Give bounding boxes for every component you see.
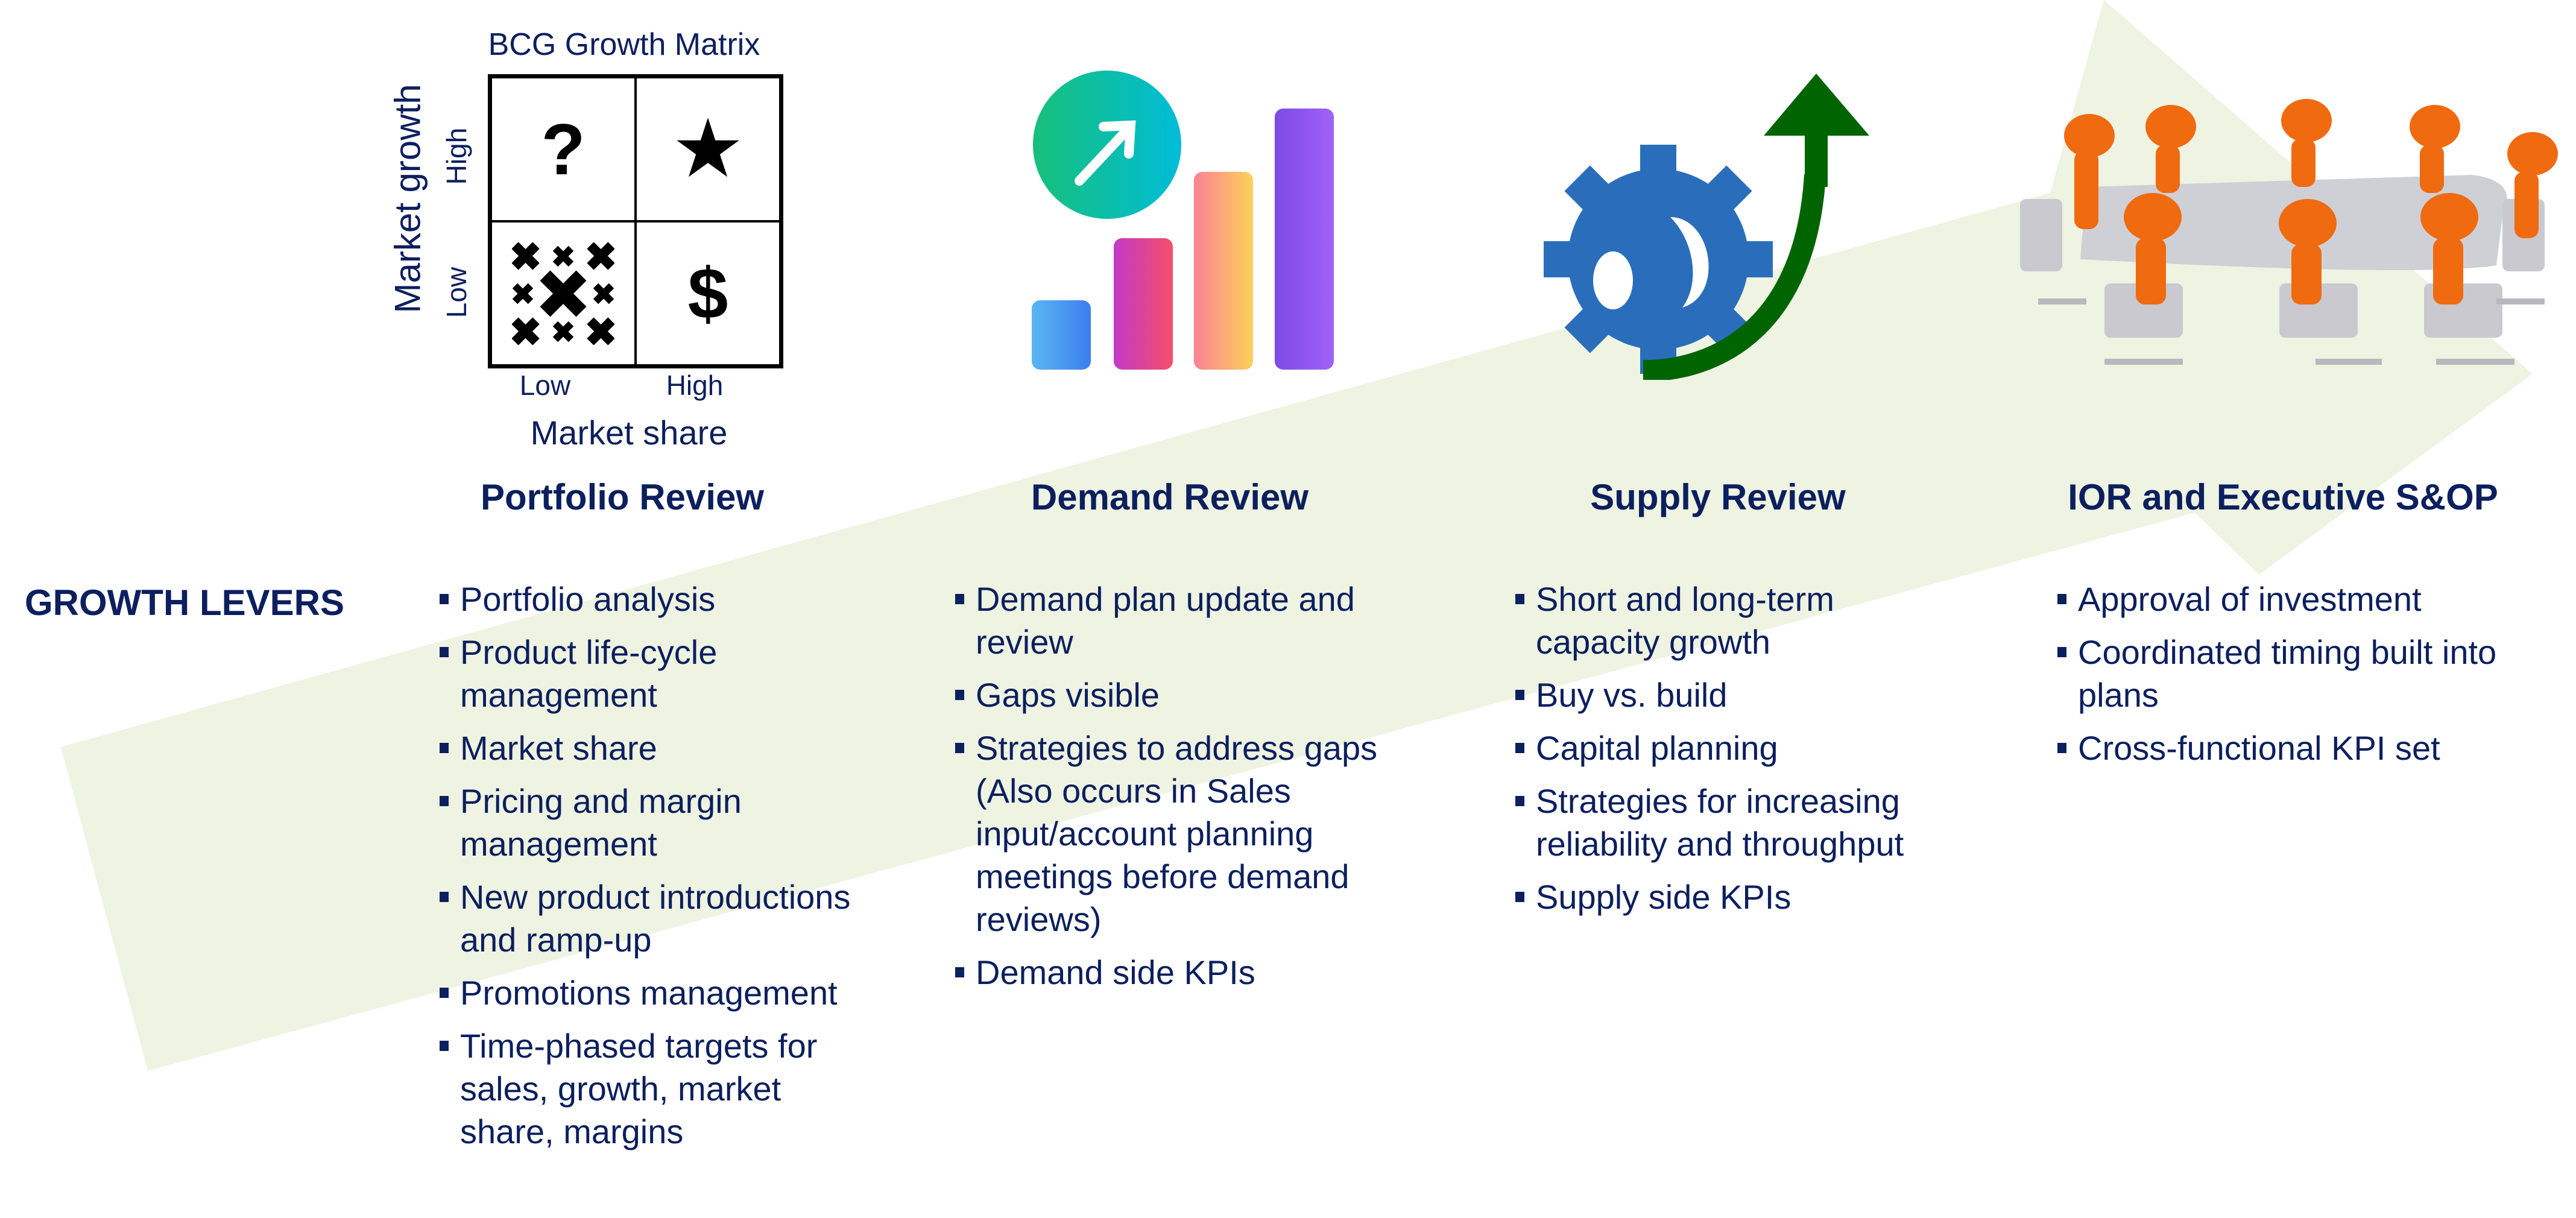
square-bullet-icon xyxy=(1515,796,1524,806)
list-item: Demand plan update and review xyxy=(955,578,1377,663)
list-item: Promotions management xyxy=(440,971,850,1014)
list-item-line: reviews) xyxy=(976,900,1102,938)
square-bullet-icon xyxy=(1515,892,1524,902)
crosses-icon xyxy=(491,221,636,365)
square-bullet-icon xyxy=(1515,743,1524,753)
square-bullet-icon xyxy=(955,743,964,753)
demand-review-list: Demand plan update and review Gaps visible… xyxy=(955,578,1378,1004)
square-bullet-icon xyxy=(2057,594,2066,604)
y-tick-high: High xyxy=(441,127,472,185)
square-bullet-icon xyxy=(955,594,964,604)
square-bullet-icon xyxy=(2057,647,2066,657)
square-bullet-icon xyxy=(440,743,449,753)
list-item-line: input/account planning xyxy=(976,815,1314,853)
list-item: Time-phased targets for sales, growth, ma… xyxy=(440,1024,850,1153)
list-item-line: Pricing and margin xyxy=(460,782,742,820)
list-item-line: Capital planning xyxy=(1536,729,1778,767)
y-axis-label: Market growth xyxy=(387,84,428,314)
list-item-line: capacity growth xyxy=(1536,623,1771,661)
meeting-table-icon xyxy=(2020,99,2558,365)
list-item: Product life-cycle management xyxy=(440,631,850,716)
list-item-line: management xyxy=(460,676,657,714)
list-item: Buy vs. build xyxy=(1515,674,1904,716)
growth-bar-chart-icon xyxy=(1032,71,1334,370)
list-item-line: Supply side KPIs xyxy=(1536,878,1792,916)
heading-ior-executive-sop: IOR and Executive S&OP xyxy=(2068,477,2498,517)
x-axis-label: Market share xyxy=(530,414,728,452)
list-item: Approval of investment xyxy=(2057,578,2496,620)
square-bullet-icon xyxy=(1515,594,1524,604)
list-item-line: Buy vs. build xyxy=(1536,676,1728,714)
crosses-icon-graphic xyxy=(512,242,614,345)
list-item-line: reliability and throughput xyxy=(1536,825,1904,863)
list-item-line: Strategies to address gaps xyxy=(976,729,1378,767)
list-item-line: Promotions management xyxy=(460,974,838,1012)
portfolio-review-list: Portfolio analysis Product life-cycle mana… xyxy=(440,578,851,1163)
ior-executive-sop-list: Approval of investment Coordinated timing… xyxy=(2057,578,2497,780)
list-item: Supply side KPIs xyxy=(1515,876,1904,918)
bcg-title: BCG Growth Matrix xyxy=(488,27,760,62)
list-item-line: sales, growth, market xyxy=(460,1070,781,1108)
list-item-line: management xyxy=(460,825,657,863)
square-bullet-icon xyxy=(440,1041,449,1051)
square-bullet-icon xyxy=(440,647,449,657)
y-tick-low: Low xyxy=(441,267,472,318)
dollar-icon: $ xyxy=(636,221,780,365)
square-bullet-icon xyxy=(955,690,964,700)
list-item-line: and ramp-up xyxy=(460,921,652,959)
square-bullet-icon xyxy=(440,988,449,998)
list-item-line: New product introductions xyxy=(460,878,851,916)
list-item: Cross-functional KPI set xyxy=(2057,727,2496,769)
list-item-line: meetings before demand xyxy=(976,857,1350,895)
list-item-line: Coordinated timing built into xyxy=(2078,633,2497,671)
list-item-line: Demand plan update and xyxy=(976,580,1355,618)
list-item: New product introductions and ramp-up xyxy=(440,876,851,961)
heading-supply-review: Supply Review xyxy=(1590,477,1846,517)
list-item-line: Short and long-term xyxy=(1536,580,1834,618)
list-item: Capital planning xyxy=(1515,727,1904,769)
gear-icon xyxy=(1544,145,1773,374)
list-item-line: Approval of investment xyxy=(2078,580,2422,618)
square-bullet-icon xyxy=(440,892,449,902)
list-item-line: share, margins xyxy=(460,1112,684,1150)
list-item-line: plans xyxy=(2078,676,2159,714)
gear-up-arrow-icon xyxy=(1544,74,1869,380)
list-item: Strategies to address gaps (Also occurs i… xyxy=(955,727,1378,941)
bcg-matrix: ? ★ $ xyxy=(488,74,783,368)
list-item-line: Gaps visible xyxy=(976,676,1160,714)
square-bullet-icon xyxy=(440,796,449,806)
list-item-line: (Also occurs in Sales xyxy=(976,772,1291,810)
list-item: Pricing and margin management xyxy=(440,780,850,865)
square-bullet-icon xyxy=(440,594,449,604)
list-item-line: Strategies for increasing xyxy=(1536,782,1900,820)
list-item-line: Cross-functional KPI set xyxy=(2078,729,2440,767)
heading-demand-review: Demand Review xyxy=(1031,477,1309,517)
square-bullet-icon xyxy=(2057,743,2066,753)
list-item: Coordinated timing built into plans xyxy=(2057,631,2497,716)
list-item: Market share xyxy=(440,727,850,769)
list-item-line: review xyxy=(976,623,1073,661)
question-mark-icon: ? xyxy=(491,77,636,221)
list-item-line: Time-phased targets for xyxy=(460,1027,818,1065)
list-item-line: Market share xyxy=(460,729,657,767)
x-tick-low: Low xyxy=(519,370,571,401)
up-arrow-icon xyxy=(1643,174,1826,380)
supply-review-list: Short and long-term capacity growth Buy vs… xyxy=(1515,578,1904,929)
list-item: Strategies for increasing reliability and… xyxy=(1515,780,1904,865)
growth-levers-label: GROWTH LEVERS xyxy=(25,582,345,623)
star-icon: ★ xyxy=(636,77,780,221)
list-item-line: Demand side KPIs xyxy=(976,953,1255,991)
square-bullet-icon xyxy=(1515,690,1524,700)
heading-portfolio-review: Portfolio Review xyxy=(480,477,765,517)
list-item-line: Product life-cycle xyxy=(460,633,718,671)
square-bullet-icon xyxy=(955,967,964,977)
x-tick-high: High xyxy=(666,370,724,401)
list-item: Demand side KPIs xyxy=(955,951,1377,994)
list-item: Gaps visible xyxy=(955,674,1377,716)
list-item: Portfolio analysis xyxy=(440,578,850,620)
list-item-line: Portfolio analysis xyxy=(460,580,716,618)
list-item: Short and long-term capacity growth xyxy=(1515,578,1904,663)
